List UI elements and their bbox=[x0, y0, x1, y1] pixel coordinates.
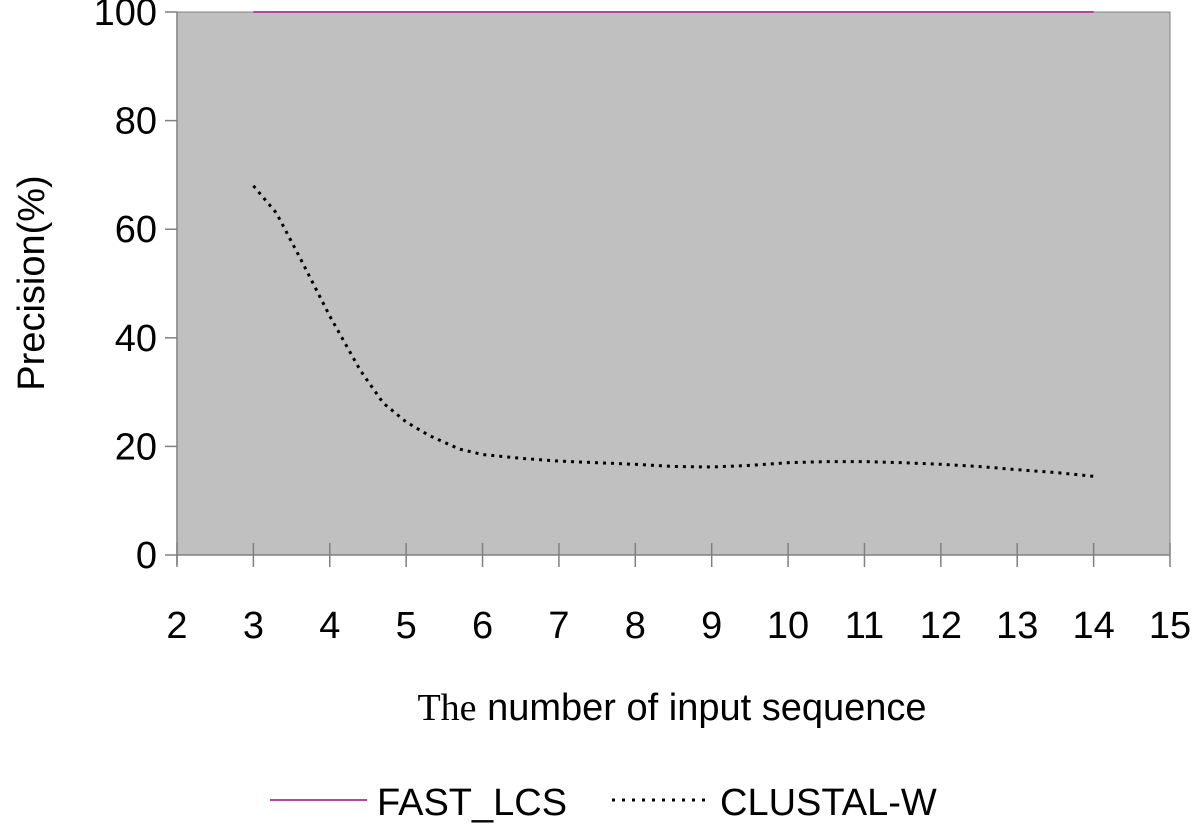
y-tick-label: 0 bbox=[136, 535, 157, 577]
x-tick-label: 2 bbox=[166, 605, 187, 647]
legend-label-fast-lcs: FAST_LCS bbox=[377, 782, 567, 824]
x-tick-label: 10 bbox=[767, 605, 809, 647]
x-tick-label: 4 bbox=[319, 605, 340, 647]
y-tick-label: 20 bbox=[115, 426, 157, 468]
x-axis-title-prefix: The bbox=[417, 687, 476, 729]
y-tick-label: 60 bbox=[115, 209, 157, 251]
x-tick-label: 6 bbox=[472, 605, 493, 647]
y-tick-label: 100 bbox=[94, 0, 157, 34]
x-tick-label: 12 bbox=[920, 605, 962, 647]
x-tick-label: 15 bbox=[1149, 605, 1191, 647]
y-axis-title: Precision(%) bbox=[11, 175, 53, 390]
x-tick-label: 5 bbox=[396, 605, 417, 647]
legend: FAST_LCS CLUSTAL-W bbox=[270, 782, 937, 824]
x-tick-label: 9 bbox=[701, 605, 722, 647]
x-axis: 2 3 4 5 6 7 8 9 10 11 12 13 14 15 bbox=[166, 543, 1191, 647]
x-tick-label: 7 bbox=[548, 605, 569, 647]
plot-area bbox=[176, 11, 1171, 556]
y-axis: 0 20 40 60 80 100 bbox=[94, 0, 178, 577]
legend-label-clustal-w: CLUSTAL-W bbox=[720, 782, 937, 824]
x-tick-label: 11 bbox=[845, 605, 884, 647]
x-tick-label: 8 bbox=[625, 605, 646, 647]
series-layer bbox=[252, 11, 1094, 478]
x-axis-title-rest: number of input sequence bbox=[477, 687, 927, 729]
x-tick-label: 3 bbox=[243, 605, 264, 647]
y-tick-label: 40 bbox=[115, 318, 157, 360]
x-axis-title: The number of input sequence bbox=[417, 687, 926, 729]
x-tick-label: 14 bbox=[1072, 605, 1114, 647]
x-tick-label: 13 bbox=[996, 605, 1038, 647]
y-tick-label: 80 bbox=[115, 101, 157, 143]
